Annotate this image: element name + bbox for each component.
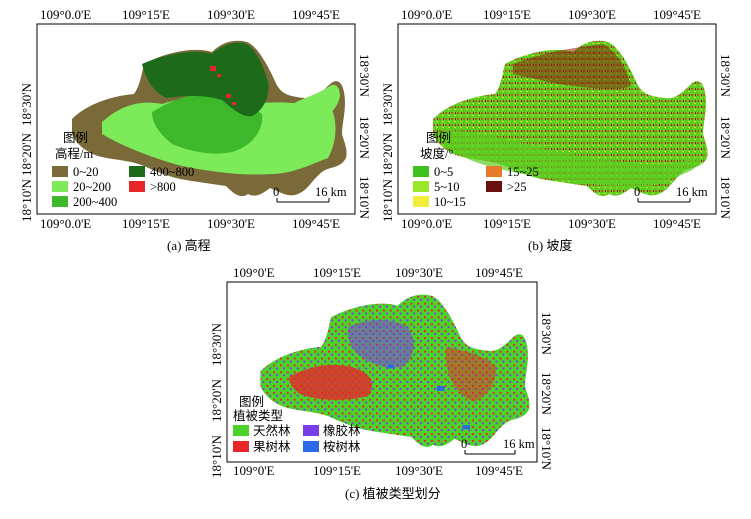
legend-label-2: 200~400 xyxy=(73,195,117,209)
legend-subtitle: 高程/m xyxy=(55,146,93,161)
legend-swatch-2 xyxy=(233,441,249,452)
legend-label-0: 0~5 xyxy=(434,165,453,179)
lon-tick-bottom-2: 109°30'E xyxy=(395,463,443,478)
caption: (b) 坡度 xyxy=(528,238,572,253)
lat-tick-right-1: 18°20'N xyxy=(357,116,372,160)
lon-tick-top-3: 109°45'E xyxy=(292,7,340,22)
elevation-map xyxy=(72,40,347,197)
lat-tick-right-2: 18°10'N xyxy=(539,427,554,471)
lat-tick-left-0: 18°30'N xyxy=(19,82,34,126)
legend-label-3: 15~25 xyxy=(507,165,539,179)
lon-tick-bottom-0: 109°0'E xyxy=(233,463,275,478)
lon-tick-top-2: 109°30'E xyxy=(568,7,616,22)
lon-tick-top-2: 109°30'E xyxy=(207,7,255,22)
legend-swatch-0 xyxy=(52,166,68,177)
legend-label-0: 0~20 xyxy=(73,165,99,179)
legend-label-2: 10~15 xyxy=(434,195,466,209)
legend-label-1: 5~10 xyxy=(434,180,460,194)
legend-swatch-3 xyxy=(486,166,502,177)
lon-tick-top-1: 109°15'E xyxy=(483,7,531,22)
lat-tick-right-2: 18°10'N xyxy=(718,176,733,220)
legend-label-4: >25 xyxy=(507,180,527,194)
scale-zero: 0 xyxy=(634,185,640,199)
vegetation-map xyxy=(260,294,530,447)
lon-tick-top-1: 109°15'E xyxy=(313,265,361,280)
lat-tick-right-1: 18°20'N xyxy=(539,372,554,416)
lat-tick-left-1: 18°20'N xyxy=(19,132,34,176)
lon-tick-top-3: 109°45'E xyxy=(475,265,523,280)
legend-swatch-1 xyxy=(303,425,319,436)
legend-swatch-1 xyxy=(52,181,68,192)
legend: 图例 植被类型 天然林 橡胶林 果树林 桉树林 xyxy=(233,395,361,454)
lon-tick-bottom-1: 109°15'E xyxy=(122,216,170,231)
lat-tick-right-0: 18°30'N xyxy=(357,54,372,98)
legend-subtitle: 坡度/° xyxy=(420,146,453,161)
legend-swatch-4 xyxy=(486,181,502,192)
legend-label-3: 桉树林 xyxy=(323,439,361,454)
lat-tick-left-2: 18°10'N xyxy=(380,178,395,222)
lon-tick-top-0: 109°0.0'E xyxy=(401,7,452,22)
legend-label-1: 橡胶林 xyxy=(323,423,361,438)
legend-subtitle: 植被类型 xyxy=(233,408,283,423)
lat-tick-left-1: 18°20'N xyxy=(380,132,395,176)
lon-tick-bottom-2: 109°30'E xyxy=(568,216,616,231)
legend-title: 图例 xyxy=(239,395,264,409)
legend-swatch-1 xyxy=(413,181,429,192)
legend-label-3: 400~800 xyxy=(150,165,194,179)
legend: 图例 高程/m 0~20 20~200 200~400 400~800 >800 xyxy=(52,131,194,209)
legend-label-2: 果树林 xyxy=(253,439,291,454)
scale-zero: 0 xyxy=(273,185,279,199)
legend-swatch-0 xyxy=(413,166,429,177)
lon-tick-top-2: 109°30'E xyxy=(395,265,443,280)
legend-swatch-3 xyxy=(303,441,319,452)
scale-bar: 0 16 km xyxy=(273,185,347,203)
legend-swatch-0 xyxy=(233,425,249,436)
panel-a: 图例 高程/m 0~20 20~200 200~400 400~800 >800… xyxy=(19,7,372,253)
legend-swatch-4 xyxy=(129,181,145,192)
slope-map xyxy=(433,40,708,197)
scale-km: 16 km xyxy=(503,437,535,451)
lon-tick-bottom-2: 109°30'E xyxy=(207,216,255,231)
lat-tick-left-2: 18°10'N xyxy=(209,434,224,478)
legend-swatch-2 xyxy=(52,196,68,207)
caption: (c) 植被类型划分 xyxy=(345,486,441,501)
scale-zero: 0 xyxy=(461,437,467,451)
lon-tick-bottom-0: 109°0.0'E xyxy=(40,216,91,231)
lat-tick-left-2: 18°10'N xyxy=(19,178,34,222)
lon-tick-top-3: 109°45'E xyxy=(653,7,701,22)
lon-tick-top-1: 109°15'E xyxy=(122,7,170,22)
legend-label-1: 20~200 xyxy=(73,180,111,194)
scale-km: 16 km xyxy=(315,185,347,199)
legend-title: 图例 xyxy=(426,131,451,145)
lon-tick-bottom-3: 109°45'E xyxy=(475,463,523,478)
legend: 图例 坡度/° 0~5 5~10 10~15 15~25 >25 xyxy=(413,131,539,209)
lon-tick-top-0: 109°0.0'E xyxy=(40,7,91,22)
legend-title: 图例 xyxy=(63,131,88,145)
lat-tick-left-0: 18°30'N xyxy=(380,82,395,126)
lon-tick-bottom-3: 109°45'E xyxy=(653,216,701,231)
legend-swatch-3 xyxy=(129,166,145,177)
caption: (a) 高程 xyxy=(167,238,211,253)
lon-tick-top-0: 109°0'E xyxy=(233,265,275,280)
scale-bar: 0 16 km xyxy=(634,185,708,203)
lon-tick-bottom-1: 109°15'E xyxy=(483,216,531,231)
lat-tick-left-0: 18°30'N xyxy=(209,322,224,366)
lat-tick-right-1: 18°20'N xyxy=(718,116,733,160)
lat-tick-right-0: 18°30'N xyxy=(718,54,733,98)
scale-km: 16 km xyxy=(676,185,708,199)
legend-label-0: 天然林 xyxy=(253,423,291,438)
panel-b: 图例 坡度/° 0~5 5~10 10~15 15~25 >25 0 16 km… xyxy=(380,7,733,253)
lon-tick-bottom-1: 109°15'E xyxy=(313,463,361,478)
legend-label-4: >800 xyxy=(150,180,176,194)
lon-tick-bottom-0: 109°0.0'E xyxy=(401,216,452,231)
lat-tick-right-0: 18°30'N xyxy=(539,312,554,356)
legend-swatch-2 xyxy=(413,196,429,207)
lon-tick-bottom-3: 109°45'E xyxy=(292,216,340,231)
panel-c: 图例 植被类型 天然林 橡胶林 果树林 桉树林 0 16 km 109°0'E … xyxy=(209,265,554,501)
scale-bar: 0 16 km xyxy=(461,437,535,455)
lat-tick-right-2: 18°10'N xyxy=(357,176,372,220)
lat-tick-left-1: 18°20'N xyxy=(209,378,224,422)
